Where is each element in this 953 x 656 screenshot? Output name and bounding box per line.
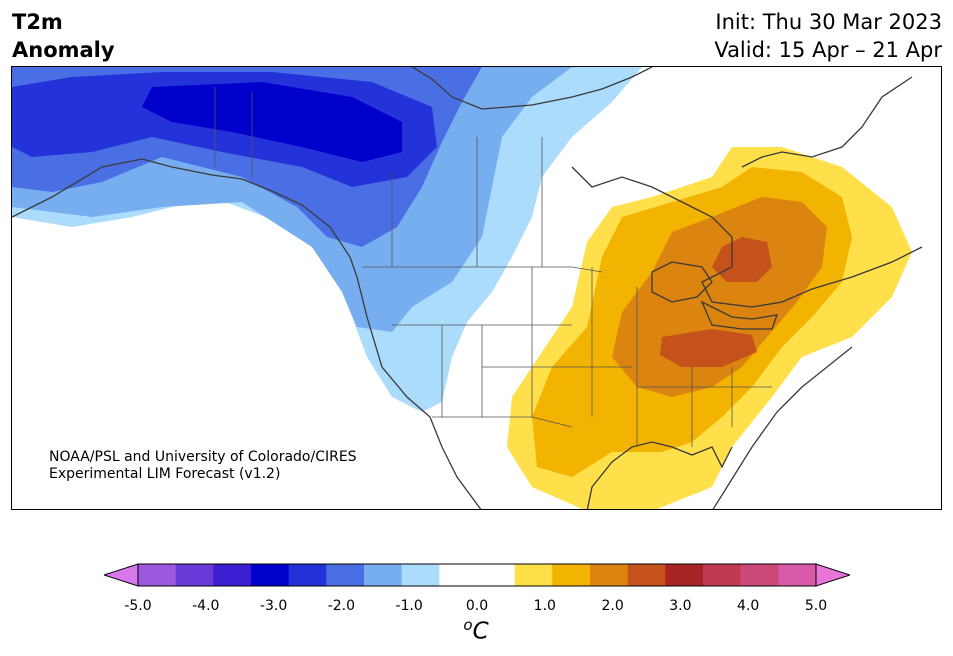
colorbar-tick-label: -2.0 <box>327 598 356 614</box>
political-borders <box>214 87 772 447</box>
credit-line-1: NOAA/PSL and University of Colorado/CIRE… <box>49 449 357 465</box>
colorbar-tick-label: 4.0 <box>737 598 760 614</box>
colorbar-bin <box>138 564 177 586</box>
title-line-2: Anomaly <box>12 38 115 62</box>
map-title: T2m Anomaly <box>12 8 115 64</box>
colorbar-bin <box>213 564 252 586</box>
colorbar-arrow-max <box>815 563 850 587</box>
units-degree: o <box>463 616 473 634</box>
valid-date: Valid: 15 Apr – 21 Apr <box>714 38 942 62</box>
colorbar-bin <box>364 564 403 586</box>
colorbar-arrow-min <box>104 563 139 587</box>
colorbar-tick-label: -5.0 <box>124 598 152 614</box>
warm-anomaly-orange-dark-1 <box>712 237 772 282</box>
colorbar-tick-label: 1.0 <box>533 598 556 614</box>
colorbar <box>104 563 850 587</box>
colorbar-bin <box>175 564 214 586</box>
colorbar-tick-label: -3.0 <box>259 598 288 614</box>
title-line-1: T2m <box>12 10 63 34</box>
colorbar-bin <box>740 564 779 586</box>
colorbar-bin <box>552 564 591 586</box>
colorbar-tick-label: 5.0 <box>804 598 828 614</box>
colorbar-bin <box>477 564 516 586</box>
colorbar-outline <box>137 563 817 587</box>
colorbar-tick-label: -4.0 <box>192 598 220 614</box>
colorbar-units: oC <box>463 616 488 645</box>
date-info: Init: Thu 30 Mar 2023 Valid: 15 Apr – 21… <box>714 8 942 64</box>
colorbar-tick-label: 0.0 <box>465 598 489 614</box>
init-date: Init: Thu 30 Mar 2023 <box>715 10 942 34</box>
colorbar-bin <box>401 564 440 586</box>
anomaly-map <box>11 66 942 510</box>
forecast-credit: NOAA/PSL and University of Colorado/CIRE… <box>49 449 357 483</box>
colorbar-bin <box>665 564 704 586</box>
map-canvas <box>12 67 923 509</box>
colorbar-bin <box>326 564 365 586</box>
colorbar-bin <box>251 564 290 586</box>
colorbar-bin <box>439 564 478 586</box>
colorbar-bin <box>514 564 553 586</box>
colorbar-bin <box>288 564 327 586</box>
colorbar-bin <box>703 564 742 586</box>
colorbar-tick-label: -1.0 <box>395 598 423 614</box>
coastlines <box>12 67 923 509</box>
colorbar-tick-label: 2.0 <box>601 598 624 614</box>
cold-anomaly-strong-2 <box>142 82 402 162</box>
colorbar-tick-label: 3.0 <box>669 598 692 614</box>
colorbar-bin <box>778 564 817 586</box>
warm-anomaly-orange-dark-2 <box>660 329 757 367</box>
credit-line-2: Experimental LIM Forecast (v1.2) <box>49 466 281 482</box>
units-symbol: C <box>472 618 489 645</box>
colorbar-bin <box>627 564 666 586</box>
colorbar-bin <box>590 564 629 586</box>
